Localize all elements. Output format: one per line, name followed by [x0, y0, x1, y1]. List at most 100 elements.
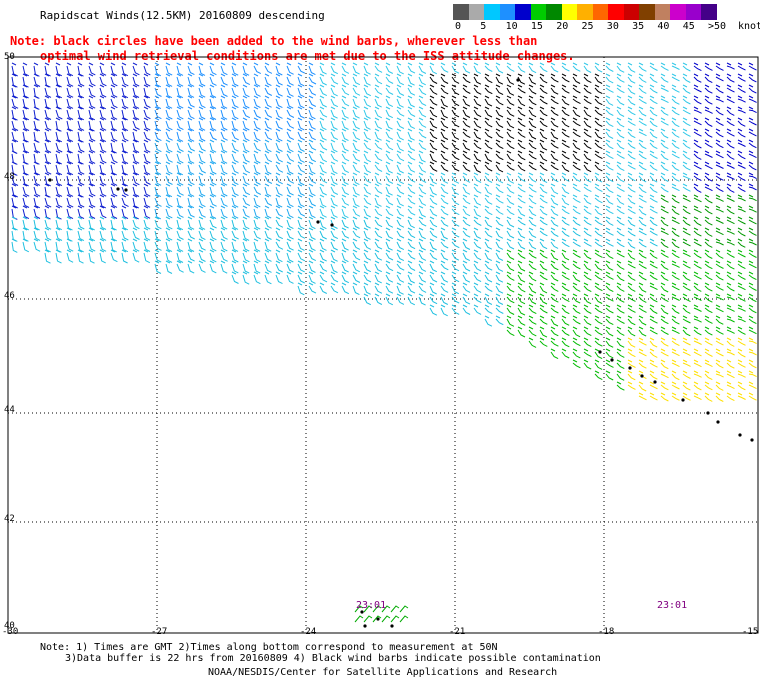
- wind-barb: [638, 106, 647, 117]
- x-tick-label: -15: [742, 627, 759, 637]
- wind-barb: [55, 194, 63, 208]
- wind-barb: [143, 139, 151, 153]
- wind-barb: [748, 117, 757, 126]
- wind-barb: [627, 62, 636, 73]
- wind-barb: [704, 128, 713, 138]
- wind-barb: [726, 139, 735, 149]
- wind-barb: [275, 106, 283, 119]
- wind-barb: [154, 172, 162, 186]
- wind-barb: [374, 238, 383, 250]
- wind-barb: [275, 205, 284, 218]
- wind-barb: [649, 370, 658, 380]
- wind-barb: [231, 128, 239, 141]
- wind-barb: [22, 139, 30, 154]
- wind-barb: [154, 84, 162, 97]
- wind-barb: [495, 62, 504, 74]
- wind-barb: [407, 282, 416, 294]
- y-tick-label: 40: [4, 621, 15, 631]
- wind-barb: [539, 249, 548, 259]
- wind-barb: [22, 172, 29, 187]
- wind-barb: [594, 106, 603, 116]
- wind-barb: [77, 161, 85, 175]
- wind-barb: [594, 249, 603, 258]
- wind-barb: [242, 62, 250, 76]
- wind-barb: [737, 260, 746, 270]
- wind-barb: [506, 84, 515, 96]
- wind-barb: [528, 205, 537, 217]
- wind-barb: [473, 304, 482, 315]
- wind-barb: [121, 194, 129, 207]
- contamination-dot: [330, 223, 334, 227]
- wind-barb: [506, 205, 515, 216]
- wind-barb: [154, 260, 162, 274]
- wind-barb: [506, 150, 515, 162]
- wind-barb: [429, 271, 438, 283]
- wind-barb: [484, 205, 493, 216]
- wind-barb: [11, 172, 19, 186]
- wind-barb: [704, 161, 713, 170]
- wind-barb: [132, 227, 140, 240]
- wind-barb: [44, 205, 51, 220]
- wind-barb: [737, 249, 746, 258]
- wind-barb: [682, 227, 691, 236]
- wind-barb: [110, 117, 118, 132]
- wind-barb: [616, 172, 625, 183]
- wind-barb: [308, 73, 317, 85]
- wind-barb: [693, 337, 702, 345]
- wind-barb: [55, 95, 62, 110]
- wind-barb: [374, 106, 383, 119]
- wind-barb: [495, 73, 504, 85]
- wind-barb: [517, 260, 526, 272]
- wind-barb: [275, 161, 284, 173]
- wind-barb: [682, 326, 691, 337]
- wind-barb: [286, 150, 295, 162]
- wind-barb: [561, 238, 570, 248]
- wind-barb: [473, 238, 482, 249]
- wind-barb: [748, 282, 757, 291]
- wind-barb: [165, 183, 173, 198]
- wind-barb: [198, 95, 206, 109]
- wind-barb: [44, 194, 52, 208]
- wind-barb: [143, 216, 151, 230]
- wind-barb: [748, 392, 757, 401]
- wind-barb: [209, 139, 217, 153]
- wind-barb: [176, 139, 184, 152]
- wind-barb: [594, 337, 603, 347]
- wind-barb: [22, 95, 29, 110]
- wind-barb: [330, 216, 338, 229]
- wind-barb: [390, 615, 400, 623]
- wind-barb: [352, 249, 361, 261]
- wind-barb: [539, 216, 548, 226]
- wind-barb: [231, 106, 239, 120]
- wind-barb: [627, 293, 636, 302]
- wind-barb: [231, 205, 239, 219]
- wind-barb: [55, 106, 63, 120]
- wind-barb: [286, 73, 294, 86]
- wind-barb: [264, 117, 272, 130]
- wind-barb: [484, 62, 493, 72]
- wind-barb: [440, 139, 449, 150]
- wind-barb: [330, 194, 338, 207]
- wind-barb: [418, 106, 427, 118]
- wind-barb: [561, 315, 570, 326]
- wind-barb: [473, 282, 482, 293]
- wind-barb: [561, 128, 570, 138]
- wind-barb: [429, 205, 438, 217]
- wind-barb: [176, 106, 184, 120]
- wind-barb: [99, 194, 107, 209]
- wind-barb: [550, 172, 559, 183]
- wind-barb: [231, 117, 239, 131]
- wind-barb: [583, 315, 592, 326]
- wind-barb: [253, 161, 261, 175]
- wind-barb: [330, 172, 338, 185]
- wind-barb: [539, 106, 548, 117]
- wind-barb: [231, 227, 239, 240]
- wind-barb: [693, 293, 702, 302]
- wind-barb: [473, 249, 482, 261]
- wind-barb: [407, 216, 415, 229]
- wind-barb: [616, 348, 625, 358]
- wind-barb: [682, 260, 691, 269]
- wind-barb: [737, 359, 746, 368]
- wind-barb: [616, 271, 625, 282]
- wind-barb: [88, 183, 96, 197]
